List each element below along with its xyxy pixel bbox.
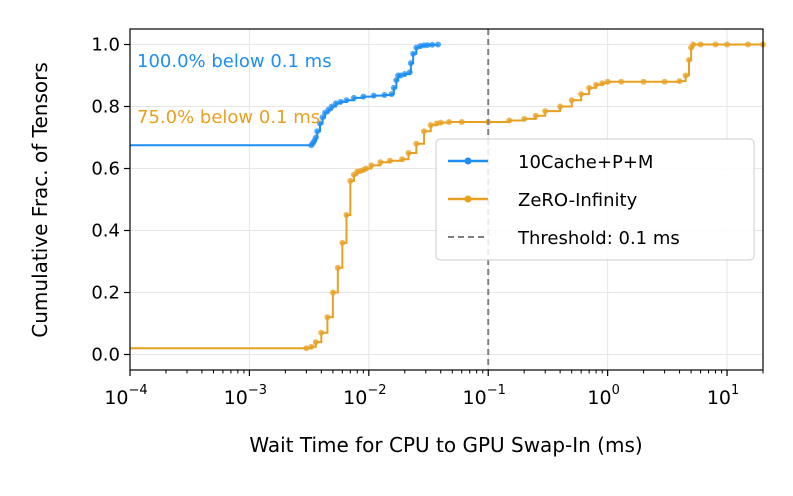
y-tick-label: 0.4 [91, 221, 120, 242]
data-point [328, 103, 335, 110]
data-point [640, 78, 647, 85]
legend: 10Cache+P+M ZeRO-Infinity Threshold: 0.1… [435, 138, 755, 261]
legend-label-10cache: 10Cache+P+M [518, 152, 653, 173]
data-point [363, 165, 370, 172]
x-tick-label: 101 [707, 383, 739, 409]
data-point [339, 239, 346, 246]
annotation-orange: 75.0% below 0.1 ms [137, 107, 320, 128]
grid [129, 29, 763, 370]
data-point [532, 112, 539, 119]
data-point [661, 78, 668, 85]
data-point [393, 77, 400, 84]
data-point [308, 343, 315, 350]
data-point [506, 117, 513, 124]
data-point [386, 157, 393, 164]
data-point [437, 119, 444, 126]
data-point [578, 91, 585, 98]
data-point [388, 91, 395, 98]
x-tick-label: 10−3 [224, 383, 267, 409]
legend-box [435, 138, 755, 261]
data-point [697, 41, 704, 48]
data-point [542, 108, 549, 115]
data-point [458, 119, 465, 125]
data-point [604, 78, 611, 85]
data-point [381, 92, 388, 99]
annotation-blue: 100.0% below 0.1 ms [137, 51, 332, 72]
data-point [406, 69, 413, 76]
x-axis-label: Wait Time for CPU to GPU Swap-In (ms) [249, 433, 642, 457]
data-point [316, 120, 323, 127]
x-tick-label: 100 [587, 383, 619, 409]
data-point [319, 114, 326, 121]
data-point [334, 264, 341, 271]
data-point [435, 41, 442, 48]
legend-marker-zero [464, 195, 472, 203]
data-point [618, 78, 625, 85]
data-point [712, 41, 719, 48]
data-point [676, 78, 683, 85]
y-tick-label: 0.6 [91, 159, 120, 180]
data-point [360, 93, 367, 100]
y-axis-label: Cumulative Frac. of Tensors [28, 62, 52, 337]
x-tick-label: 10−4 [104, 383, 147, 409]
data-point [390, 84, 397, 91]
data-point [424, 42, 431, 49]
data-point [557, 103, 564, 110]
legend-label-threshold: Threshold: 0.1 ms [517, 228, 680, 249]
y-tick-label: 0.2 [91, 283, 120, 304]
data-point [427, 122, 434, 129]
data-point [407, 60, 414, 67]
data-point [314, 128, 321, 135]
data-point [370, 92, 377, 99]
legend-marker-10cache [464, 157, 472, 165]
data-point [685, 57, 692, 63]
data-point [324, 314, 331, 321]
axis-ticks: 0.0 0.2 0.4 0.6 0.8 1.0 10−4 10−3 10−2 10−1 100 101 [91, 35, 764, 409]
legend-label-zero: ZeRO-Infinity [518, 190, 638, 211]
y-tick-label: 0.0 [91, 345, 120, 366]
data-point [586, 84, 593, 91]
data-point [413, 140, 420, 147]
data-point [350, 94, 357, 101]
data-point [421, 128, 428, 135]
data-point [399, 156, 406, 163]
data-point [343, 212, 350, 218]
data-point [405, 150, 412, 156]
data-point [377, 159, 384, 166]
data-point [337, 98, 344, 105]
data-point [401, 70, 408, 77]
data-point [343, 97, 350, 104]
x-tick-label: 10−2 [343, 383, 386, 409]
data-point [332, 100, 339, 107]
data-point [303, 345, 310, 352]
series-layer [130, 29, 766, 370]
data-point [347, 177, 354, 184]
data-point [568, 97, 575, 104]
data-point [410, 50, 417, 57]
data-point [690, 41, 697, 48]
data-point [682, 72, 689, 79]
data-point [329, 289, 336, 296]
data-point [368, 162, 375, 169]
series-zero-infinity [130, 41, 766, 352]
data-point [446, 119, 453, 125]
data-point [429, 41, 436, 48]
data-point [593, 81, 600, 88]
data-point [745, 41, 752, 48]
data-point [318, 329, 325, 336]
series-10cache [130, 41, 442, 149]
data-point [312, 339, 319, 346]
data-point [599, 80, 606, 87]
plot-frame [129, 28, 764, 371]
data-point [724, 41, 731, 48]
x-tick-label: 10−1 [463, 383, 506, 409]
data-point [521, 115, 528, 122]
y-tick-label: 0.8 [91, 97, 120, 118]
data-point [312, 134, 319, 141]
y-tick-label: 1.0 [91, 35, 120, 56]
